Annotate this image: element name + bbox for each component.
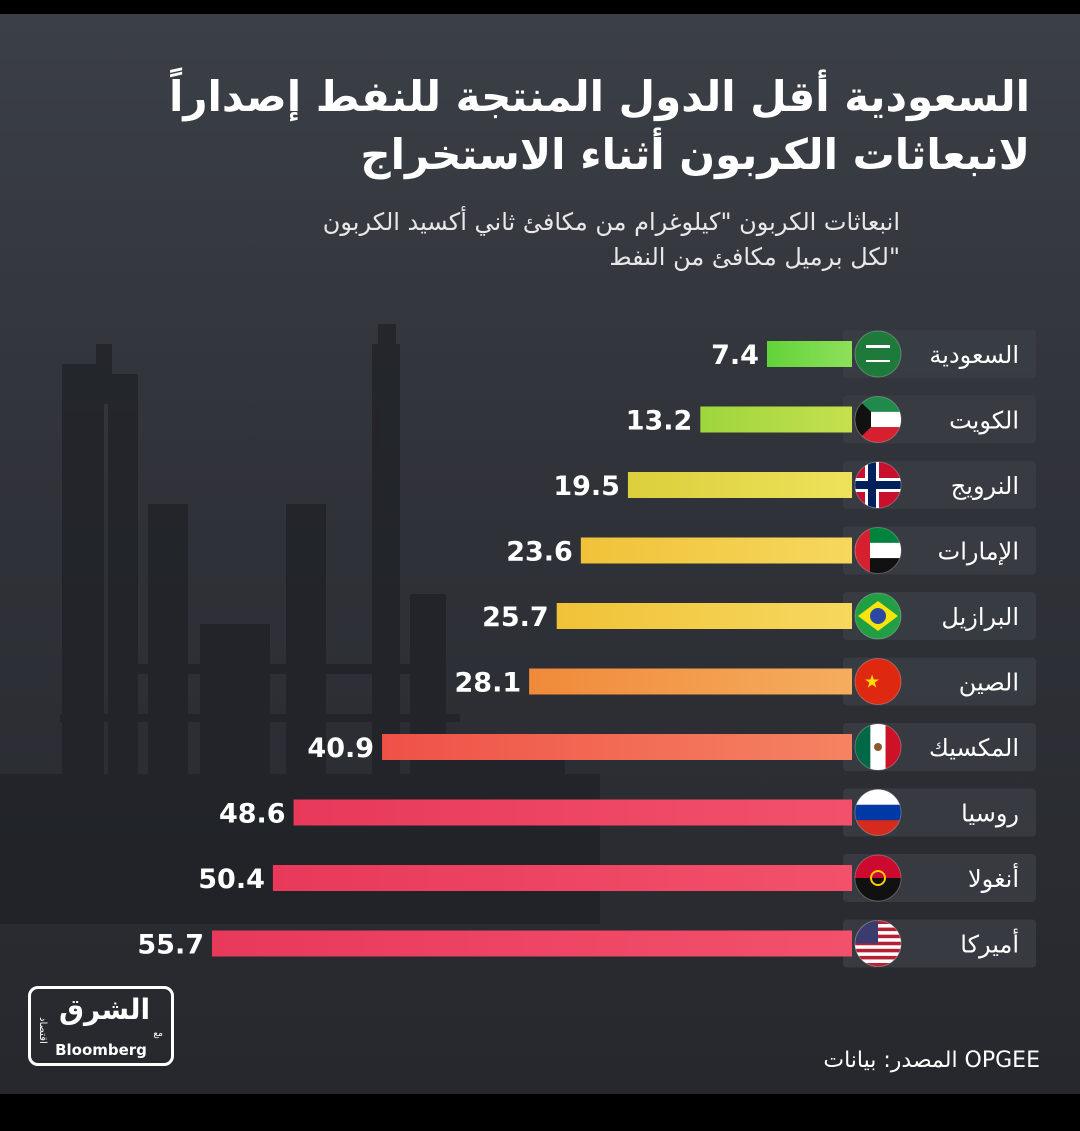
bar-value-label: 40.9 bbox=[307, 733, 374, 764]
country-label: أنغولا bbox=[968, 863, 1019, 893]
bar-value-label: 55.7 bbox=[137, 930, 204, 961]
country-label: المكسيك bbox=[929, 734, 1019, 762]
bar bbox=[556, 603, 852, 629]
bar bbox=[580, 537, 852, 564]
country-label: النرويج bbox=[951, 472, 1019, 500]
bar-value-label: 19.5 bbox=[553, 471, 620, 502]
bar bbox=[382, 734, 852, 760]
bar bbox=[212, 930, 852, 957]
country-label: السعودية bbox=[929, 341, 1019, 369]
chart-subtitle-line-2: لكل برميل مكافئ من النفط" bbox=[609, 243, 900, 271]
chart-row: 19.5 النرويج bbox=[553, 461, 1036, 509]
uae-flag-icon bbox=[854, 527, 902, 574]
saudi-arabia-flag-icon bbox=[854, 330, 902, 378]
bar-value-label: 50.4 bbox=[198, 864, 265, 895]
country-label: الإمارات bbox=[938, 538, 1019, 566]
bar bbox=[700, 406, 852, 433]
bar bbox=[627, 472, 852, 498]
bar bbox=[529, 668, 852, 695]
mexico-flag-icon bbox=[854, 723, 902, 771]
logo-with-text: مع bbox=[153, 1029, 163, 1039]
chart-row: 13.2 الكويت bbox=[626, 395, 1036, 444]
chart-row: 7.4 السعودية bbox=[711, 330, 1036, 378]
chart-row: 23.6 الإمارات bbox=[506, 526, 1036, 575]
norway-flag-icon bbox=[854, 461, 902, 509]
bar-value-label: 28.1 bbox=[455, 668, 522, 699]
chart-subtitle-line-1: انبعاثات الكربون "كيلوغرام من مكافئ ثاني… bbox=[322, 208, 900, 236]
angola-flag-icon bbox=[854, 854, 902, 902]
bar-value-label: 13.2 bbox=[626, 406, 693, 437]
russia-flag-icon bbox=[854, 789, 902, 836]
country-label: روسيا bbox=[961, 800, 1019, 828]
bar-value-label: 48.6 bbox=[219, 799, 286, 830]
brazil-flag-icon bbox=[854, 592, 902, 640]
chart-title-line-2: لانبعاثات الكربون أثناء الاستخراج bbox=[360, 130, 1030, 179]
bar bbox=[766, 341, 852, 367]
source-note: المصدر: بيانات OPGEE bbox=[823, 1048, 1040, 1073]
infographic-panel: السعودية أقل الدول المنتجة للنفط إصداراً… bbox=[0, 14, 1080, 1094]
bar-value-label: 23.6 bbox=[506, 537, 573, 568]
logo-bloomberg-text: Bloomberg bbox=[55, 1041, 147, 1059]
country-label: الكويت bbox=[949, 407, 1019, 435]
china-flag-icon: ★ bbox=[854, 658, 902, 705]
country-label: البرازيل bbox=[941, 603, 1019, 631]
svg-text:★: ★ bbox=[864, 672, 880, 693]
chart-row: 28.1 ★ الصين bbox=[455, 657, 1036, 706]
chart-row: 50.4 أنغولا bbox=[198, 854, 1036, 902]
chart-row: 55.7 أميركا bbox=[137, 919, 1036, 968]
country-label: أميركا bbox=[960, 929, 1019, 959]
bar bbox=[293, 799, 852, 826]
usa-flag-icon bbox=[854, 920, 902, 967]
chart-row: 40.9 المكسيك bbox=[307, 723, 1036, 771]
country-label: الصين bbox=[959, 669, 1019, 697]
bar-value-label: 7.4 bbox=[711, 340, 759, 371]
logo-sub-text: اقتصاد bbox=[37, 1017, 48, 1044]
emissions-bar-chart: 7.4 السعودية 13.2 الكويت 19.5 النرويج 23.6 الإم… bbox=[137, 330, 1036, 968]
logo-arabic-text: الشرق bbox=[59, 993, 151, 1026]
chart-row: 25.7 البرازيل bbox=[482, 592, 1036, 640]
bar bbox=[272, 865, 852, 891]
asharq-bloomberg-logo: الشرق اقتصاد مع Bloomberg bbox=[28, 986, 174, 1066]
chart-row: 48.6 روسيا bbox=[219, 788, 1036, 837]
kuwait-flag-icon bbox=[854, 396, 902, 443]
bar-value-label: 25.7 bbox=[482, 602, 549, 633]
chart-title-line-1: السعودية أقل الدول المنتجة للنفط إصداراً bbox=[168, 72, 1030, 121]
